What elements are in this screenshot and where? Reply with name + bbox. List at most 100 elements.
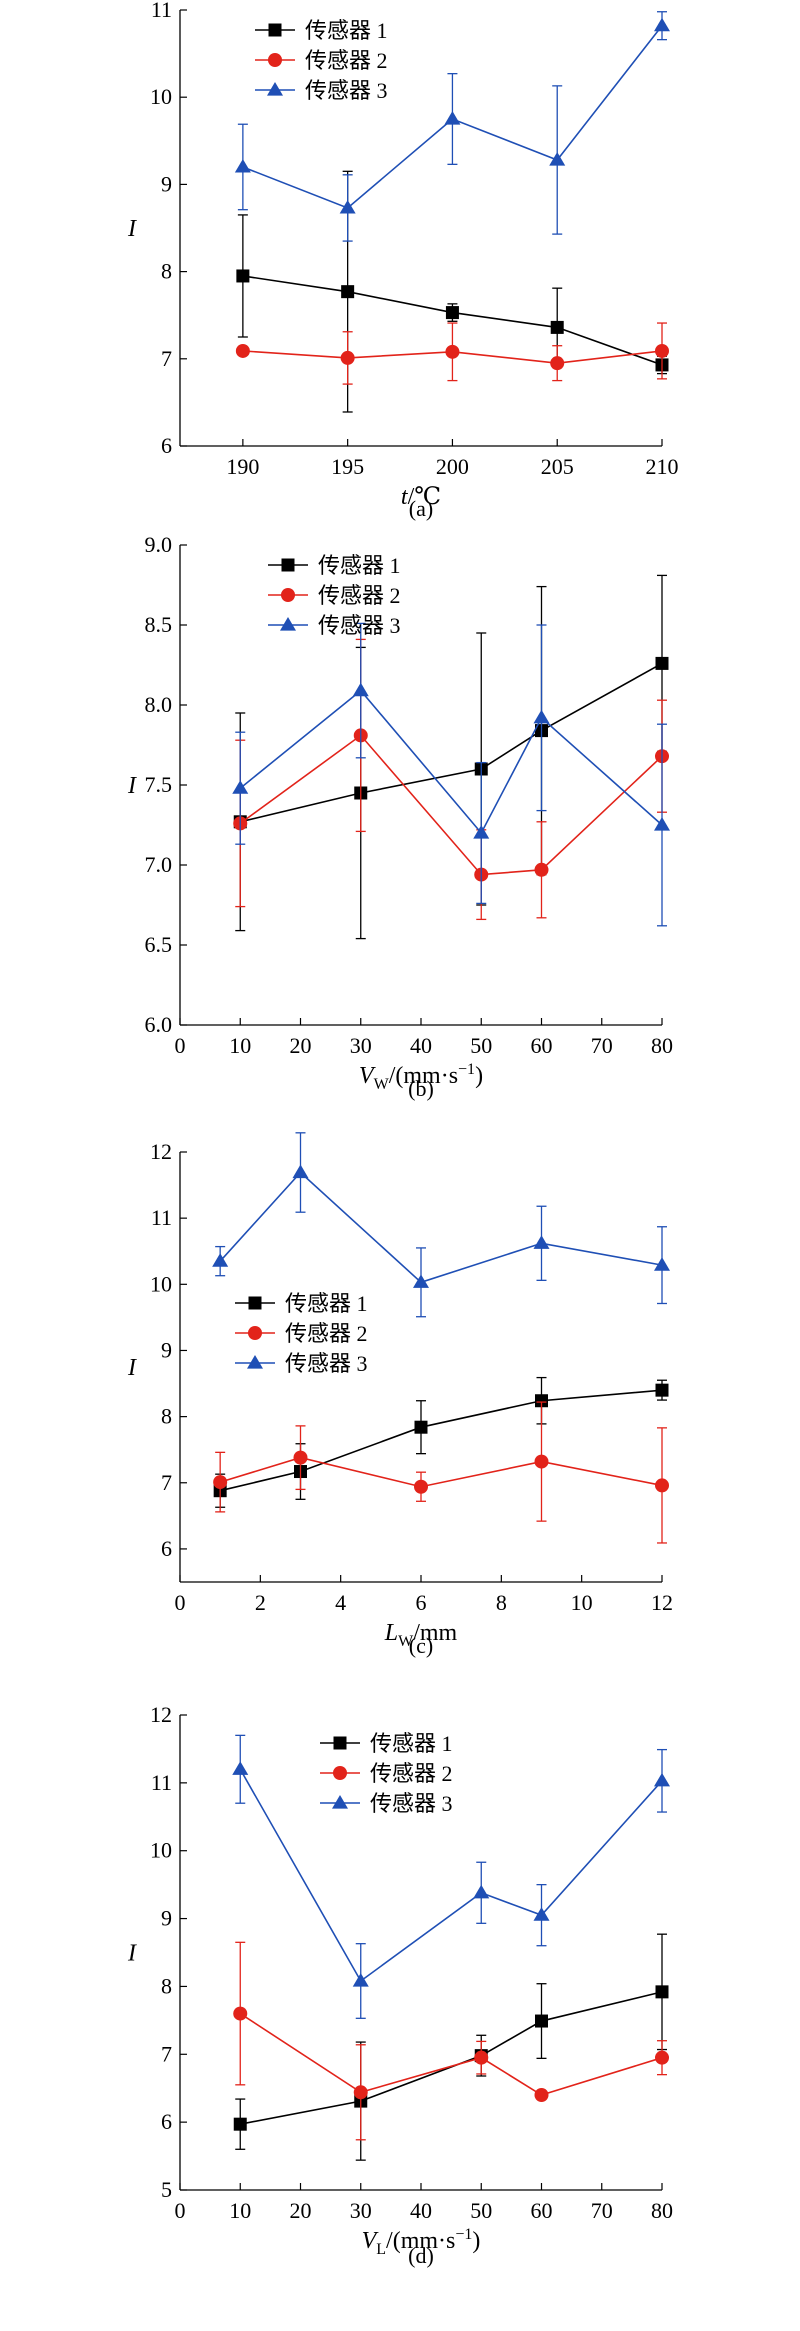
x-tick-label: 8	[496, 1590, 507, 1615]
y-tick-label: 6	[161, 433, 172, 458]
x-tick-label: 205	[541, 454, 574, 479]
data-point-circle	[213, 1475, 228, 1490]
x-tick-label: 10	[571, 1590, 593, 1615]
chart-panel-a: 6 7 8 9 10 11 190 195 200 205 210 It/℃(a) 传感器 1 传感器 2…	[127, 0, 679, 521]
data-point-triangle	[654, 17, 670, 32]
data-point-square	[535, 1394, 548, 1408]
x-tick-label: 80	[651, 1033, 673, 1058]
data-point-circle	[340, 350, 355, 365]
series-1	[233, 1933, 669, 2161]
y-tick-label: 11	[151, 1205, 172, 1230]
y-tick-label: 10	[150, 1271, 172, 1296]
x-tick-label: 50	[470, 1033, 492, 1058]
data-point-triangle	[533, 709, 550, 724]
data-point-circle	[550, 356, 565, 371]
y-tick-label: 7.0	[145, 852, 173, 877]
data-point-square	[341, 285, 355, 299]
y-tick-label: 8.5	[145, 612, 173, 637]
data-point-triangle	[413, 1274, 429, 1288]
series-2	[235, 322, 669, 385]
data-point-square	[233, 2117, 247, 2131]
y-axis-label: I	[127, 1941, 137, 1967]
series-line	[239, 689, 663, 835]
x-tick-label: 6	[416, 1590, 427, 1615]
data-point-triangle	[654, 1257, 670, 1271]
panel-caption: (b)	[408, 1076, 434, 1101]
y-tick-label: 11	[151, 1770, 172, 1795]
series-2	[233, 638, 669, 921]
legend-label: 传感器 2	[305, 48, 388, 73]
data-point-triangle	[444, 111, 461, 125]
data-point-triangle	[234, 158, 251, 173]
data-point-circle	[534, 862, 549, 877]
data-point-circle	[445, 344, 460, 359]
y-tick-label: 6	[161, 1536, 172, 1561]
x-tick-label: 30	[350, 2198, 372, 2223]
x-tick-label: 20	[290, 1033, 312, 1058]
x-tick-label: 80	[651, 2198, 673, 2223]
x-axis-label: LW/mm	[384, 1620, 458, 1650]
legend-label: 传感器 1	[318, 553, 401, 578]
legend: 传感器 1 传感器 2 传感器 3	[255, 18, 388, 103]
data-point-square	[550, 320, 564, 334]
x-tick-label: 0	[175, 1033, 186, 1058]
legend-label: 传感器 1	[370, 1731, 453, 1756]
data-point-square	[414, 1420, 428, 1434]
y-axis-label: I	[127, 1355, 137, 1381]
legend-label: 传感器 1	[305, 18, 388, 43]
series-line	[219, 1171, 663, 1284]
data-point-circle	[655, 343, 669, 358]
data-point-triangle	[212, 1253, 229, 1267]
data-point-circle	[474, 2050, 489, 2065]
y-tick-label: 7.5	[145, 772, 173, 797]
x-tick-label: 190	[226, 454, 259, 479]
legend-label: 传感器 3	[318, 613, 401, 638]
data-point-circle	[353, 2085, 368, 2100]
legend-marker-circle	[281, 588, 295, 602]
y-axis-label: I	[127, 773, 137, 799]
y-tick-label: 10	[150, 1838, 172, 1863]
series-1	[213, 1376, 669, 1508]
legend-label: 传感器 2	[370, 1761, 453, 1786]
legend-marker-square	[333, 1736, 347, 1750]
panel-caption: (a)	[409, 496, 433, 521]
data-point-circle	[414, 1479, 428, 1494]
legend-label: 传感器 1	[285, 1291, 368, 1316]
legend-marker-square	[268, 23, 282, 37]
y-tick-label: 8.0	[145, 692, 173, 717]
data-point-circle	[293, 1450, 308, 1465]
y-tick-label: 8	[161, 259, 172, 284]
data-point-triangle	[339, 199, 356, 214]
series-3	[234, 11, 670, 242]
legend-label: 传感器 3	[285, 1351, 368, 1376]
x-tick-label: 60	[531, 1033, 553, 1058]
legend-label: 传感器 3	[370, 1791, 453, 1816]
legend: 传感器 1 传感器 2 传感器 3	[320, 1731, 453, 1816]
x-tick-label: 10	[229, 1033, 251, 1058]
panel-caption: (c)	[409, 1633, 433, 1658]
y-tick-label: 7	[161, 1470, 172, 1495]
x-tick-label: 40	[410, 1033, 432, 1058]
data-point-triangle	[232, 780, 249, 794]
y-tick-label: 8	[161, 1404, 172, 1429]
data-point-triangle	[533, 1235, 550, 1249]
legend-label: 传感器 2	[318, 583, 401, 608]
series-line	[219, 1389, 663, 1492]
x-tick-label: 0	[175, 1590, 186, 1615]
x-tick-label: 2	[255, 1590, 266, 1615]
x-tick-label: 60	[531, 2198, 553, 2223]
series-line	[240, 1991, 663, 2125]
x-tick-label: 50	[470, 2198, 492, 2223]
x-tick-label: 10	[229, 2198, 251, 2223]
data-point-circle	[534, 1454, 549, 1469]
data-point-triangle	[352, 682, 369, 697]
y-tick-label: 9	[161, 1337, 172, 1362]
data-point-triangle	[352, 1973, 369, 1987]
data-point-square	[655, 656, 669, 670]
data-point-triangle	[232, 1761, 249, 1775]
data-point-square	[236, 269, 250, 283]
x-axis-label: VW/(mm·s−1)	[359, 1061, 483, 1093]
data-point-triangle	[549, 151, 566, 166]
data-point-square	[445, 306, 459, 320]
